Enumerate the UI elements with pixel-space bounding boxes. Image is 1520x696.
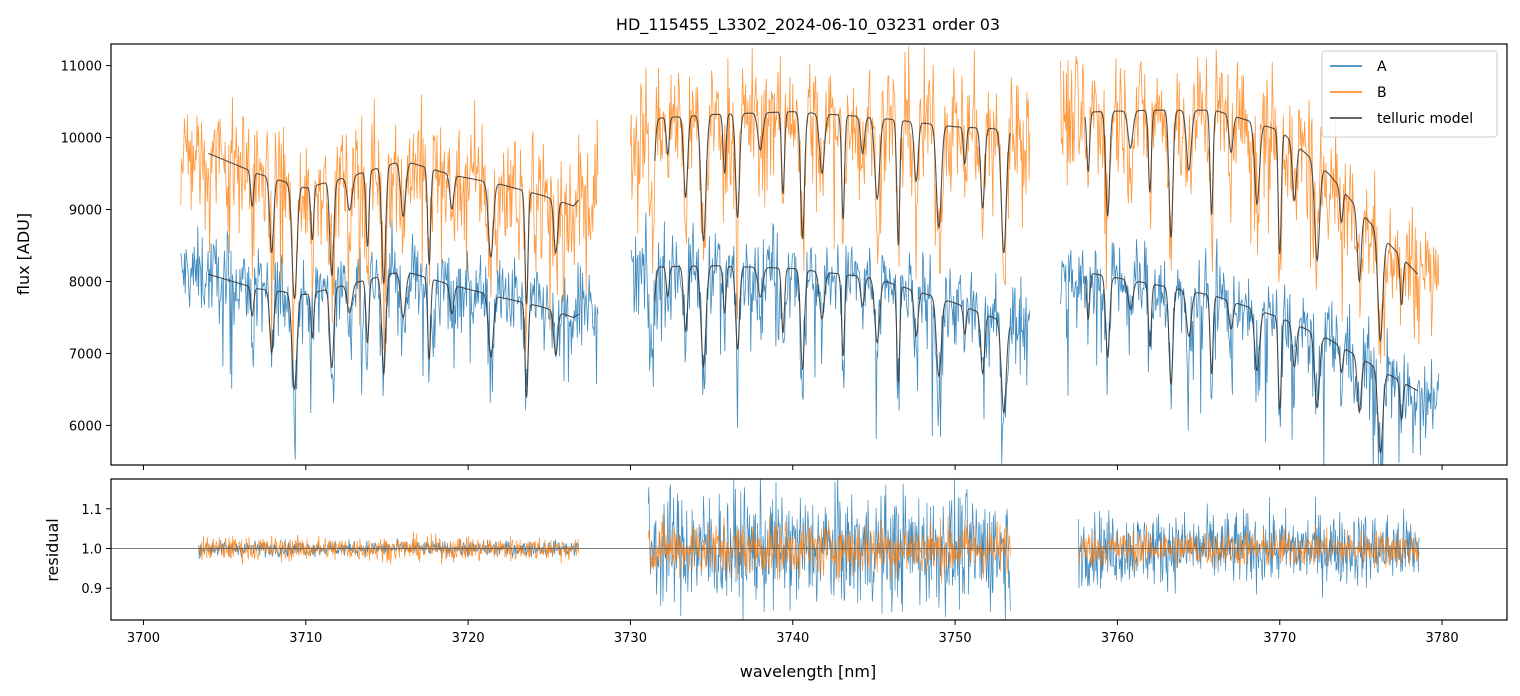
flux-series-b-segment-1 xyxy=(180,94,599,364)
flux-series-a-segment-3 xyxy=(1060,238,1440,465)
x-axis-label: wavelength [nm] xyxy=(740,662,877,681)
flux-panel-series xyxy=(180,45,1440,465)
flux-panel-frame xyxy=(110,43,1508,466)
x-tick-label: 3700 xyxy=(127,631,160,646)
legend: A B telluric model xyxy=(1321,50,1498,138)
x-tick-label: 3770 xyxy=(1263,631,1296,646)
legend-box xyxy=(1321,50,1498,138)
flux-series-a-segment-2 xyxy=(630,212,1031,464)
residual-panel-frame xyxy=(110,478,1508,621)
telluric-model-line-b xyxy=(208,109,1419,343)
x-tick-label: 3760 xyxy=(1101,631,1134,646)
flux-y-tick-label: 8000 xyxy=(69,275,102,290)
telluric-model-line-a xyxy=(208,265,1419,455)
residual-y-axis-label: residual xyxy=(43,518,62,581)
flux-y-tick-label: 6000 xyxy=(69,419,102,434)
x-tick-label: 3750 xyxy=(939,631,972,646)
x-tick-label: 3780 xyxy=(1426,631,1459,646)
residual-y-tick-label: 1.1 xyxy=(81,503,102,518)
legend-label-telluric: telluric model xyxy=(1377,111,1473,127)
residual-series-a-segment-2 xyxy=(647,479,1011,620)
flux-series-b-segment-2 xyxy=(630,45,1031,320)
residual-panel-series xyxy=(111,479,1507,620)
x-tick-label: 3730 xyxy=(614,631,647,646)
flux-y-axis-label: flux [ADU] xyxy=(14,213,33,295)
flux-y-tick-label: 9000 xyxy=(69,204,102,219)
residual-series-b-segment-2 xyxy=(647,514,1011,584)
flux-y-tick-label: 10000 xyxy=(61,132,102,147)
flux-y-tick-label: 11000 xyxy=(61,60,102,75)
flux-series-b-segment-3 xyxy=(1060,49,1440,364)
residual-panel-axes: 0.9 1.0 1.1 3700 3710 3720 3730 3740 3750 3760 377… xyxy=(81,503,1458,646)
flux-y-tick-label: 7000 xyxy=(69,347,102,362)
legend-label-a: A xyxy=(1377,59,1387,75)
x-tick-label: 3720 xyxy=(452,631,485,646)
residual-y-tick-label: 1.0 xyxy=(81,543,102,558)
x-tick-label: 3710 xyxy=(289,631,322,646)
flux-panel-axes: 6000 7000 8000 9000 10000 11000 xyxy=(61,60,1443,470)
chart-title: HD_115455_L3302_2024-06-10_03231 order 0… xyxy=(616,15,1000,35)
residual-series-b-segment-3 xyxy=(1078,523,1420,572)
residual-y-tick-label: 0.9 xyxy=(81,582,102,597)
x-tick-label: 3740 xyxy=(776,631,809,646)
legend-label-b: B xyxy=(1377,85,1387,101)
